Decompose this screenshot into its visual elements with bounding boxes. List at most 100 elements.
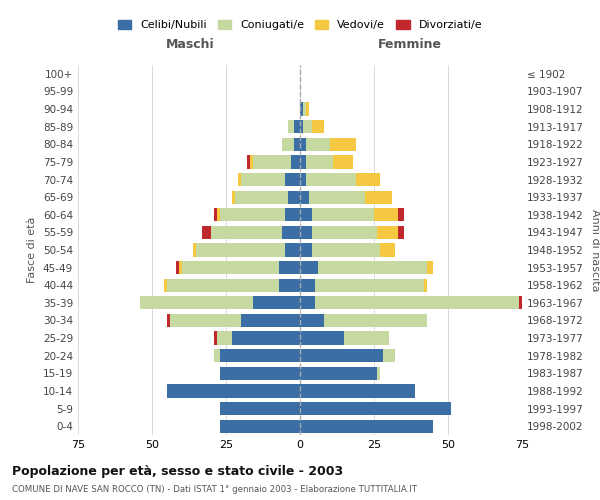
Bar: [167, 278, 279, 292]
Bar: [312, 244, 380, 256]
Bar: [380, 244, 395, 256]
Bar: [300, 296, 315, 310]
Bar: [167, 314, 170, 327]
Bar: [182, 261, 279, 274]
Bar: [217, 208, 220, 222]
Bar: [253, 156, 291, 168]
Bar: [220, 420, 300, 433]
Bar: [288, 120, 294, 134]
Bar: [202, 226, 211, 239]
Bar: [306, 138, 329, 151]
Bar: [300, 402, 451, 415]
Bar: [211, 226, 282, 239]
Bar: [300, 173, 306, 186]
Bar: [300, 366, 377, 380]
Bar: [306, 102, 309, 116]
Bar: [315, 278, 424, 292]
Bar: [312, 208, 374, 222]
Bar: [235, 190, 288, 204]
Bar: [300, 384, 415, 398]
Bar: [365, 190, 392, 204]
Bar: [300, 349, 383, 362]
Bar: [238, 173, 241, 186]
Bar: [217, 332, 232, 344]
Bar: [214, 349, 220, 362]
Bar: [356, 173, 380, 186]
Bar: [253, 296, 300, 310]
Bar: [300, 278, 315, 292]
Bar: [300, 261, 318, 274]
Bar: [241, 173, 285, 186]
Bar: [196, 244, 285, 256]
Bar: [344, 332, 389, 344]
Bar: [164, 278, 167, 292]
Bar: [170, 314, 241, 327]
Bar: [300, 420, 433, 433]
Bar: [323, 314, 427, 327]
Bar: [312, 120, 323, 134]
Text: Femmine: Femmine: [377, 38, 442, 51]
Bar: [282, 226, 300, 239]
Bar: [306, 156, 332, 168]
Bar: [282, 138, 294, 151]
Bar: [318, 261, 427, 274]
Bar: [329, 138, 356, 151]
Bar: [232, 332, 300, 344]
Bar: [167, 384, 300, 398]
Bar: [294, 120, 300, 134]
Bar: [288, 190, 300, 204]
Bar: [300, 102, 303, 116]
Bar: [424, 278, 427, 292]
Bar: [300, 208, 312, 222]
Text: COMUNE DI NAVE SAN ROCCO (TN) - Dati ISTAT 1° gennaio 2003 - Elaborazione TUTTIT: COMUNE DI NAVE SAN ROCCO (TN) - Dati IST…: [12, 485, 417, 494]
Bar: [300, 120, 303, 134]
Bar: [300, 226, 312, 239]
Bar: [220, 349, 300, 362]
Bar: [220, 402, 300, 415]
Bar: [427, 261, 433, 274]
Text: Maschi: Maschi: [166, 38, 215, 51]
Bar: [312, 226, 377, 239]
Bar: [285, 244, 300, 256]
Bar: [332, 156, 353, 168]
Y-axis label: Fasce di età: Fasce di età: [28, 217, 37, 283]
Bar: [309, 190, 365, 204]
Bar: [220, 366, 300, 380]
Bar: [179, 261, 182, 274]
Bar: [303, 120, 312, 134]
Bar: [300, 314, 323, 327]
Y-axis label: Anni di nascita: Anni di nascita: [590, 209, 600, 291]
Bar: [140, 296, 253, 310]
Bar: [300, 190, 309, 204]
Bar: [374, 208, 398, 222]
Bar: [176, 261, 179, 274]
Bar: [285, 173, 300, 186]
Bar: [398, 226, 404, 239]
Bar: [398, 208, 404, 222]
Bar: [279, 261, 300, 274]
Bar: [294, 138, 300, 151]
Bar: [300, 332, 344, 344]
Bar: [377, 366, 380, 380]
Bar: [220, 208, 285, 222]
Text: Popolazione per età, sesso e stato civile - 2003: Popolazione per età, sesso e stato civil…: [12, 465, 343, 478]
Bar: [383, 349, 395, 362]
Bar: [214, 208, 217, 222]
Bar: [241, 314, 300, 327]
Bar: [300, 156, 306, 168]
Bar: [291, 156, 300, 168]
Bar: [315, 296, 519, 310]
Bar: [303, 102, 306, 116]
Bar: [193, 244, 196, 256]
Bar: [300, 244, 312, 256]
Bar: [214, 332, 217, 344]
Bar: [306, 173, 356, 186]
Bar: [377, 226, 398, 239]
Bar: [300, 138, 306, 151]
Bar: [285, 208, 300, 222]
Bar: [519, 296, 525, 310]
Bar: [279, 278, 300, 292]
Bar: [232, 190, 235, 204]
Bar: [250, 156, 253, 168]
Legend: Celibi/Nubili, Coniugati/e, Vedovi/e, Divorziati/e: Celibi/Nubili, Coniugati/e, Vedovi/e, Di…: [113, 15, 487, 34]
